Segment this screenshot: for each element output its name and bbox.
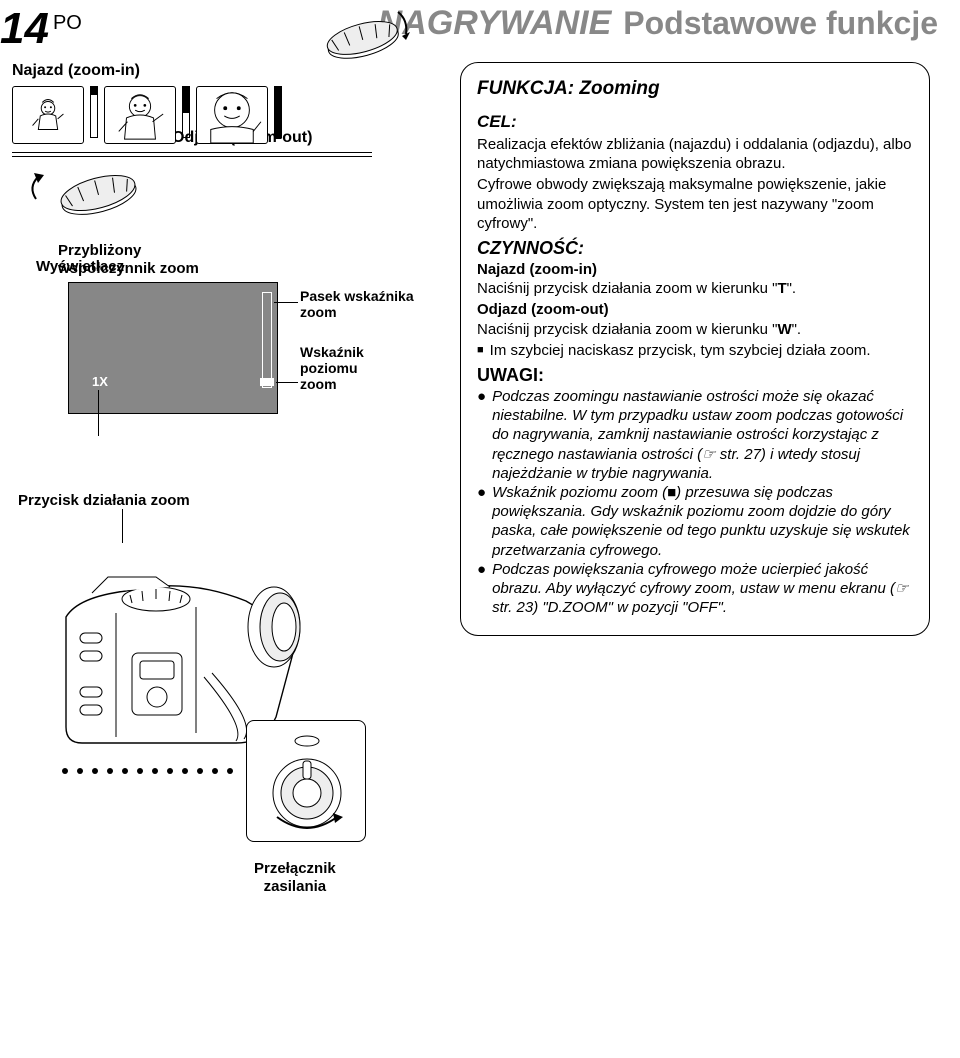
callout-zoom-level: Wskaźnik poziomu zoom <box>300 344 364 392</box>
power-switch-label: Przełącznik zasilania <box>254 860 336 896</box>
zoom-bar-1 <box>90 86 98 138</box>
note-1-text: Podczas zoomingu nastawianie ostrości mo… <box>492 387 913 483</box>
callout-line <box>98 390 99 436</box>
function-heading: FUNKCJA: Zooming <box>477 77 913 101</box>
cartoon-frame-2 <box>104 86 176 144</box>
info-box: FUNKCJA: Zooming CEL: Realizacja efektów… <box>460 62 930 636</box>
square-note-text: Im szybciej naciskasz przycisk, tym szyb… <box>490 341 871 360</box>
note-3-text: Podczas powiększania cyfrowego może ucie… <box>492 560 913 618</box>
callout-line <box>274 302 298 303</box>
display-block: Wyświetlacz 1X Pasek wskaźnika zoom Wska… <box>12 258 442 428</box>
action-label: CZYNNOŚĆ: <box>477 237 913 260</box>
lang-code: PO <box>53 12 82 35</box>
page-title: NAGRYWANIE Podstawowe funkcje <box>378 4 938 43</box>
callout-zoom-bar: Pasek wskaźnika zoom <box>300 288 414 320</box>
dotted-connector <box>62 768 233 774</box>
callout-line <box>122 509 442 543</box>
cartoon-frame-3 <box>196 86 268 144</box>
lens-top-icon <box>302 2 422 77</box>
power-dial-box <box>246 720 366 842</box>
approx-zoom-label: Przybliżony współczynnik zoom <box>58 242 199 278</box>
zoom-bar-3 <box>274 86 282 138</box>
zoom-in-sub: Najazd (zoom-in) <box>477 260 913 279</box>
cartoon-frame-1 <box>12 86 84 144</box>
left-column: Najazd (zoom-in) <box>12 62 442 772</box>
display-zoom-bar <box>262 292 272 388</box>
display-zoom-level-mark <box>260 378 274 386</box>
zoom-in-instruction: Naciśnij przycisk działania zoom w kieru… <box>477 279 913 298</box>
goal-text-2: Cyfrowe obwody zwiększają maksymalne pow… <box>477 175 913 233</box>
square-note: ■ Im szybciej naciskasz przycisk, tym sz… <box>477 341 913 360</box>
note-2-text: Wskaźnik poziomu zoom (■) przesuwa się p… <box>492 483 913 560</box>
zoom-bar-2 <box>182 86 190 138</box>
zoom-out-sub: Odjazd (zoom-out) <box>477 300 913 319</box>
note-2: ● Wskaźnik poziomu zoom (■) przesuwa się… <box>477 483 913 560</box>
page-number-value: 14 <box>0 4 49 54</box>
display-rect <box>68 282 278 414</box>
zoom-x-indicator: 1X <box>92 374 108 389</box>
right-column: FUNKCJA: Zooming CEL: Realizacja efektów… <box>460 62 930 772</box>
goal-text-1: Realizacja efektów zbliżania (najazdu) i… <box>477 135 913 173</box>
note-1: ● Podczas zoomingu nastawianie ostrości … <box>477 387 913 483</box>
callout-line <box>276 382 298 383</box>
zoom-button-label: Przycisk działania zoom <box>18 492 442 509</box>
note-3: ● Podczas powiększania cyfrowego może uc… <box>477 560 913 618</box>
notes-label: UWAGI: <box>477 364 913 387</box>
camera-icon <box>36 557 442 772</box>
lens-bottom-icon <box>18 153 442 228</box>
zoom-out-instruction: Naciśnij przycisk działania zoom w kieru… <box>477 320 913 339</box>
goal-label: CEL: <box>477 111 913 133</box>
page-number: 14 PO <box>0 4 82 54</box>
title-sub: Podstawowe funkcje <box>623 5 938 42</box>
